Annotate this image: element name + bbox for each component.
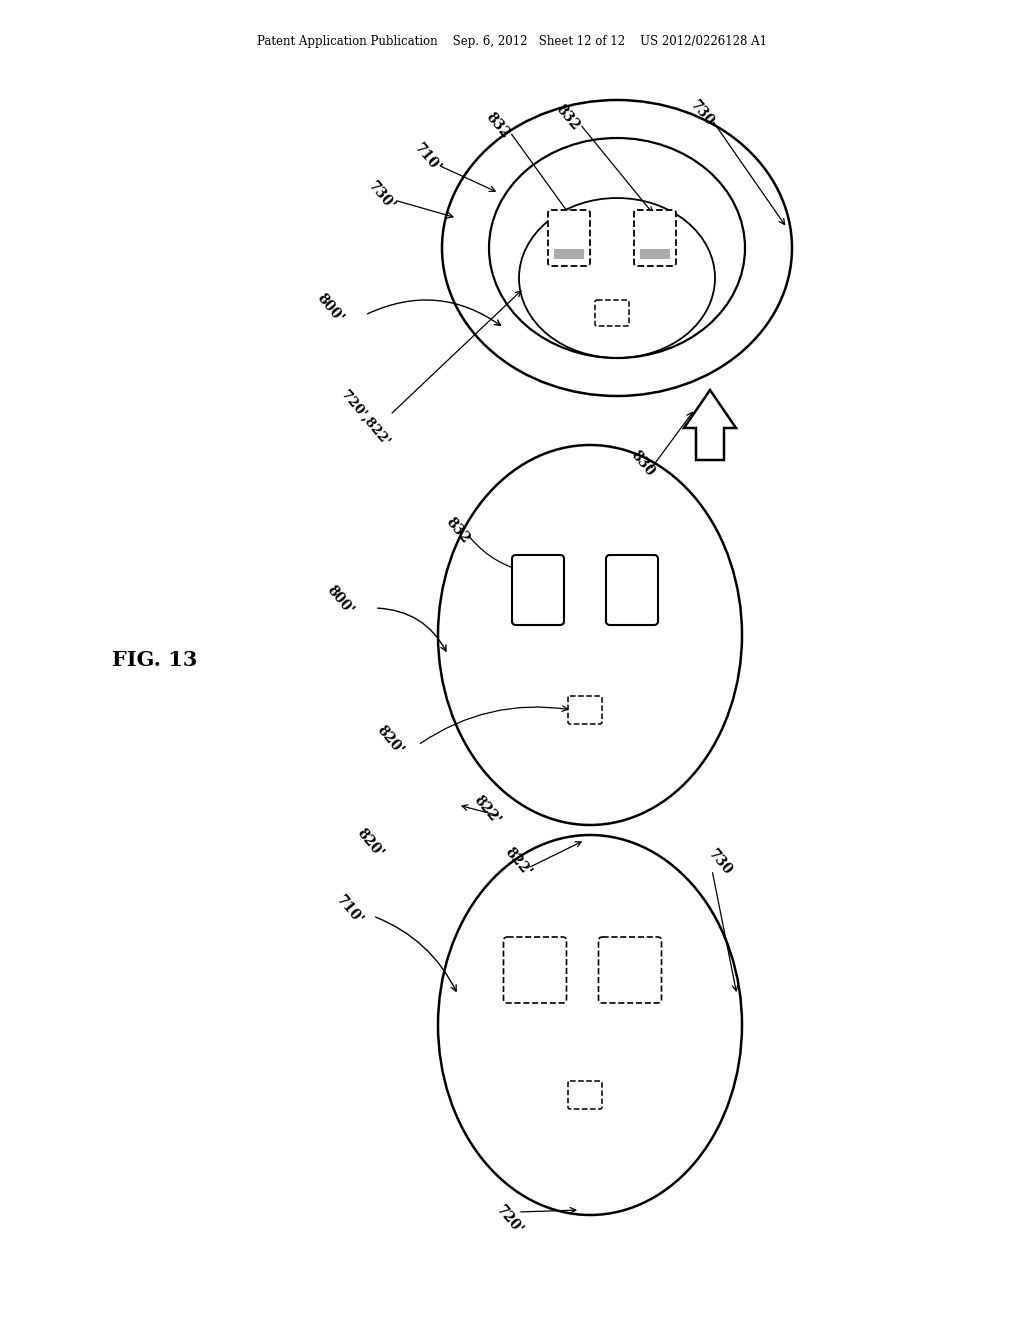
Text: 832: 832	[443, 515, 473, 545]
FancyBboxPatch shape	[598, 937, 662, 1003]
Text: 730: 730	[687, 98, 717, 128]
FancyBboxPatch shape	[568, 1081, 602, 1109]
Text: 800': 800'	[314, 290, 346, 325]
Text: FIG. 13: FIG. 13	[113, 649, 198, 671]
Text: 730': 730'	[366, 178, 398, 214]
Polygon shape	[684, 389, 736, 459]
FancyBboxPatch shape	[504, 937, 566, 1003]
FancyBboxPatch shape	[568, 696, 602, 723]
Bar	[554, 249, 584, 259]
Bar	[640, 249, 670, 259]
Text: 820': 820'	[354, 826, 386, 861]
FancyBboxPatch shape	[595, 300, 629, 326]
Text: 832: 832	[553, 102, 583, 132]
FancyBboxPatch shape	[512, 554, 564, 624]
Text: 832: 832	[483, 110, 513, 140]
Text: 830: 830	[629, 447, 657, 479]
Text: 730: 730	[706, 846, 734, 878]
FancyBboxPatch shape	[634, 210, 676, 267]
Text: 710': 710'	[334, 892, 367, 927]
Text: Patent Application Publication    Sep. 6, 2012   Sheet 12 of 12    US 2012/02261: Patent Application Publication Sep. 6, 2…	[257, 36, 767, 49]
Text: 822': 822'	[502, 845, 535, 879]
Text: 820': 820'	[374, 723, 407, 758]
Text: 720',822': 720',822'	[338, 388, 392, 447]
FancyBboxPatch shape	[606, 554, 658, 624]
Text: 720': 720'	[494, 1203, 526, 1237]
Text: 822': 822'	[471, 793, 503, 828]
Text: 800': 800'	[324, 582, 356, 618]
FancyBboxPatch shape	[548, 210, 590, 267]
Text: 710': 710'	[412, 141, 444, 176]
